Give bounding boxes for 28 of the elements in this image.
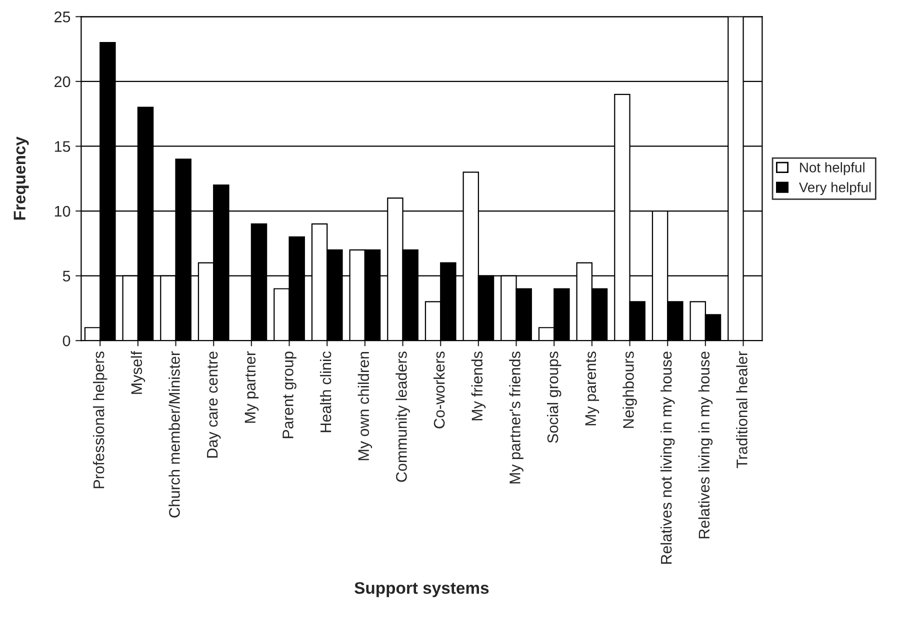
x-tick-label: Health clinic bbox=[320, 351, 332, 432]
x-tick-label: Co-workers bbox=[433, 352, 445, 428]
y-tick-label: 5 bbox=[62, 270, 70, 282]
y-tick-label: 0 bbox=[62, 335, 70, 346]
x-tick-label: My friends bbox=[471, 352, 486, 420]
x-tick-label: My partner's friends bbox=[509, 352, 524, 484]
x-tick-label: Relatives not living in my house bbox=[660, 352, 675, 564]
x-tick-label: Professional helpers bbox=[92, 352, 108, 488]
x-tick-label: Community leaders bbox=[396, 352, 410, 482]
x-tick-label: Day care centre bbox=[207, 352, 221, 458]
y-tick-label: 25 bbox=[54, 12, 70, 22]
x-tick-label: Neighbours bbox=[622, 352, 637, 428]
x-tick-label: Myself bbox=[130, 350, 146, 394]
x-tick-label: Parent group bbox=[282, 352, 296, 438]
y-axis-title: Frequency bbox=[14, 136, 29, 220]
y-tick-label: 15 bbox=[54, 141, 70, 152]
x-tick-label: Church member/Minister bbox=[168, 351, 180, 518]
x-tick-label: My parents bbox=[585, 352, 600, 426]
x-tick-label: My partner bbox=[244, 351, 259, 423]
x-tick-label: My own children bbox=[358, 352, 372, 460]
x-tick-label: Relatives living in my house bbox=[698, 352, 713, 538]
x-tick-label: Social groups bbox=[546, 352, 562, 443]
x-axis-title: Support systems bbox=[354, 582, 489, 598]
x-tick-label: Traditional healer bbox=[736, 351, 748, 468]
y-tick-label: 20 bbox=[54, 76, 70, 88]
legend-label: Very helpful bbox=[798, 182, 871, 196]
legend-label: Not helpful bbox=[800, 162, 864, 176]
y-tick-label: 10 bbox=[54, 206, 70, 217]
